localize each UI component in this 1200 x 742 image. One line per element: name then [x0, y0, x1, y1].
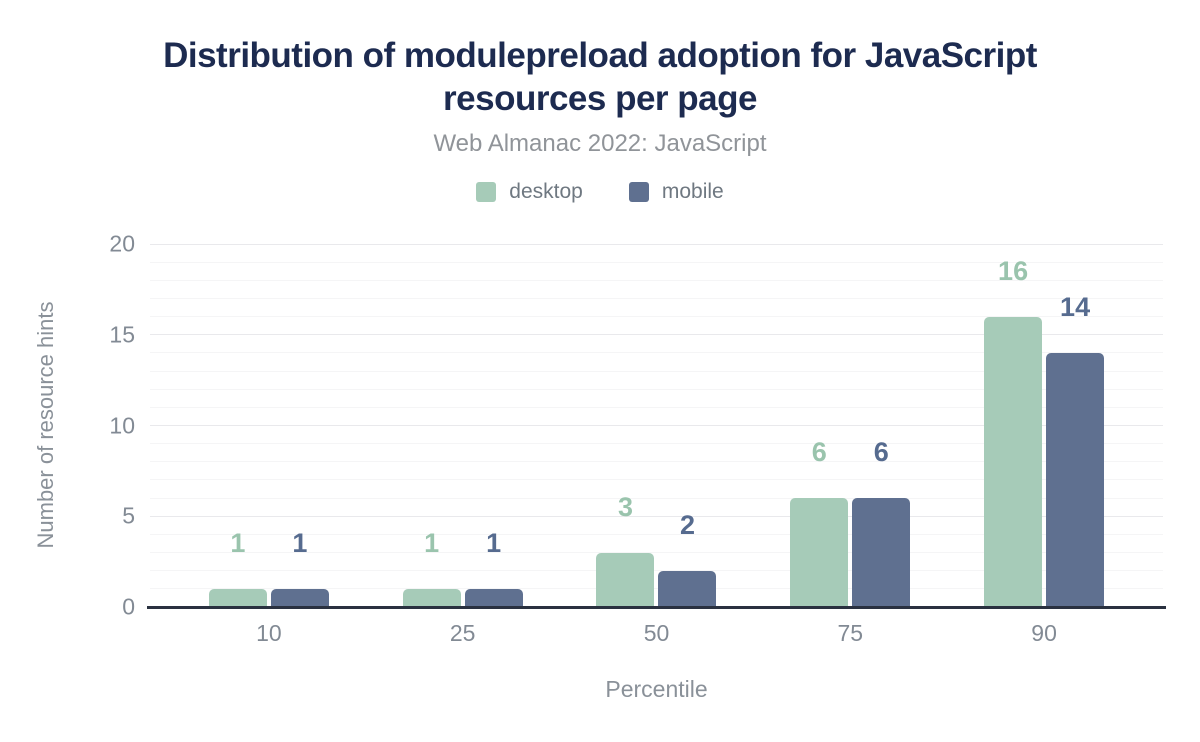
y-tick-label: 5	[122, 502, 135, 529]
desktop-value-label-p50: 3	[617, 491, 633, 522]
mobile-bar-p50[interactable]	[658, 570, 717, 607]
desktop-value-label-p10: 1	[230, 527, 246, 558]
gridline-minor	[150, 261, 1163, 263]
bar-group-p50: 3 2 50	[560, 244, 754, 646]
mobile-swatch-icon	[628, 182, 649, 202]
mobile-value-label-p25: 1	[486, 527, 502, 558]
gridline-major	[150, 425, 1163, 426]
chart-subtitle: Web Almanac 2022: JavaScript	[433, 130, 767, 157]
desktop-value-label-p90: 16	[998, 255, 1029, 286]
bar-groups: 1 1 10 1 1 25 3 2 50 6 6 75 16 14 90	[150, 244, 1163, 646]
bar-group-p10: 1 1 10	[172, 244, 366, 646]
mobile-value-label-p50: 2	[679, 509, 695, 540]
mobile-value-label-p90: 14	[1060, 291, 1091, 322]
x-tick-label: 10	[256, 620, 282, 646]
gridline-minor	[150, 388, 1163, 390]
y-tick-label: 20	[109, 230, 135, 257]
legend: desktop mobile	[0, 180, 1200, 204]
mobile-bar-p75[interactable]	[852, 498, 911, 607]
x-tick-label: 90	[1031, 620, 1057, 646]
bar-group-p75: 6 6 75	[753, 244, 947, 646]
gridline-minor	[150, 570, 1163, 572]
legend-item-mobile[interactable]: mobile	[628, 180, 724, 204]
x-tick-label: 75	[837, 620, 864, 646]
desktop-bar-p25[interactable]	[402, 588, 461, 607]
desktop-bar-p90[interactable]	[984, 316, 1043, 607]
gridline-minor	[150, 352, 1163, 354]
desktop-value-label-p25: 1	[424, 527, 440, 558]
gridline-minor	[150, 588, 1163, 590]
y-axis-title: Number of resource hints	[33, 301, 58, 549]
y-tick-label: 0	[122, 593, 135, 620]
legend-label: mobile	[661, 180, 724, 203]
mobile-bar-p10[interactable]	[270, 588, 329, 607]
legend-label: desktop	[509, 180, 583, 203]
gridline-major	[150, 515, 1163, 517]
mobile-value-label-p10: 1	[292, 527, 308, 558]
legend-item-desktop[interactable]: desktop	[476, 180, 583, 204]
gridline-minor	[150, 479, 1163, 481]
desktop-value-label-p75: 6	[811, 437, 827, 468]
gridline-minor	[150, 406, 1163, 408]
desktop-bar-p10[interactable]	[208, 588, 267, 607]
x-axis-title: Percentile	[605, 676, 708, 702]
gridline-minor	[150, 443, 1163, 445]
gridline-minor	[150, 552, 1163, 554]
bar-group-p25: 1 1 25	[366, 244, 560, 646]
x-tick-label: 50	[643, 620, 670, 646]
chart-title: Distribution of modulepreload adoption f…	[163, 36, 1037, 118]
mobile-bar-p25[interactable]	[464, 588, 523, 607]
desktop-bar-p75[interactable]	[790, 498, 849, 607]
gridline-minor	[150, 279, 1163, 281]
x-tick-label: 25	[449, 620, 476, 646]
gridline-minor	[150, 497, 1163, 499]
plot-area: 0 5 10 15 20 1 1 10 1 1 25 3 2 50 6 6 75 16 14 90	[109, 232, 1166, 646]
gridline-major	[150, 243, 1163, 245]
bar-group-p90: 16 14 90	[947, 244, 1141, 646]
gridline-major	[150, 334, 1163, 336]
desktop-bar-p50[interactable]	[596, 552, 655, 607]
gridline-minor	[150, 461, 1163, 463]
gridline-minor	[150, 297, 1163, 299]
mobile-bar-p90[interactable]	[1046, 352, 1105, 607]
gridline-minor	[150, 316, 1163, 318]
gridline-minor	[150, 533, 1163, 535]
y-tick-label: 10	[109, 412, 135, 438]
desktop-swatch-icon	[476, 182, 497, 202]
gridline-minor	[150, 370, 1163, 372]
y-tick-label: 15	[109, 321, 135, 348]
mobile-value-label-p75: 6	[873, 437, 889, 468]
x-axis-line	[147, 606, 1166, 609]
